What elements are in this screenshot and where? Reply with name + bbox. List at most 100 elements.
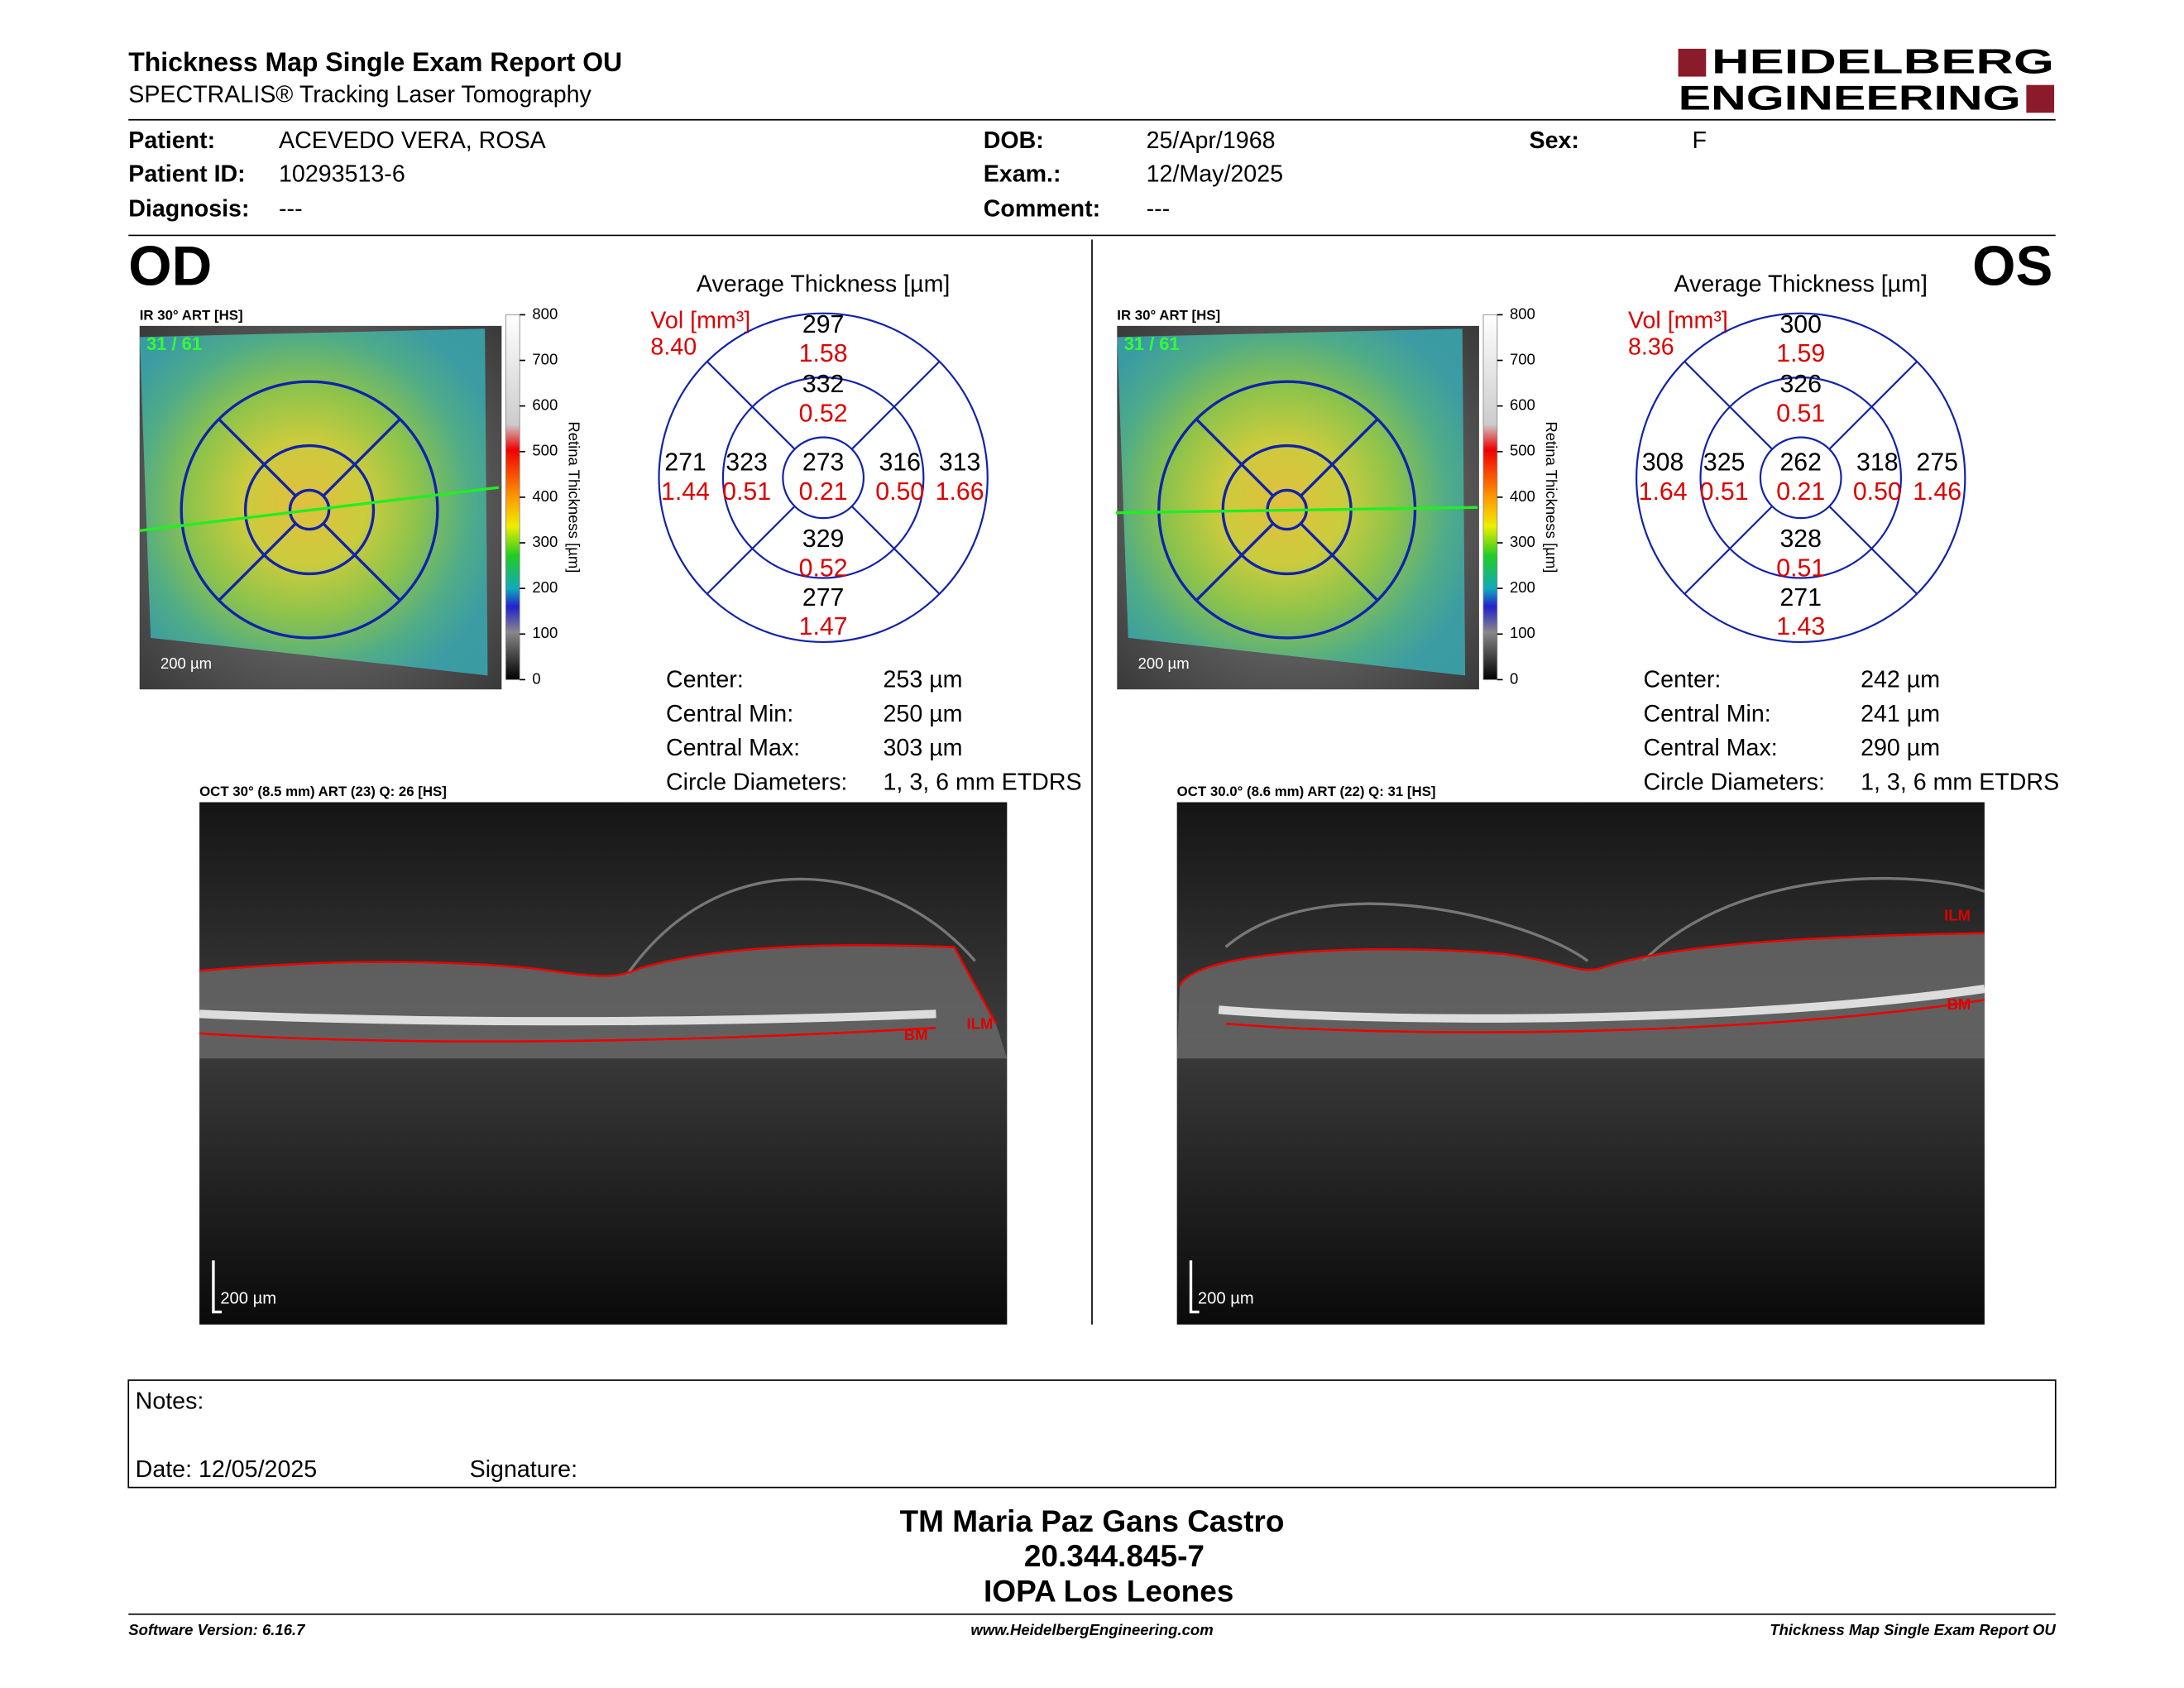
colorbar-label: 200 — [1510, 578, 1535, 596]
notes-box — [127, 1379, 2057, 1489]
sector-volume: 0.51 — [722, 478, 771, 506]
oct-scale-bar — [1189, 1260, 1200, 1314]
ir-title: IR 30° ART [HS] — [140, 308, 243, 324]
etdrs-spoke — [322, 522, 401, 602]
field-label: Sex: — [1530, 127, 1579, 154]
sector-thickness: 329 — [802, 525, 845, 553]
sector-volume: 0.21 — [1776, 478, 1825, 506]
oct-vitreous — [1224, 876, 1985, 962]
logo-mark — [1678, 48, 1707, 77]
colorbar-label: 0 — [1510, 669, 1518, 687]
colorbar-label: 300 — [1510, 533, 1535, 550]
etdrs-spoke — [218, 522, 297, 602]
ir-title: IR 30° ART [HS] — [1117, 308, 1220, 324]
sector-thickness: 325 — [1703, 448, 1746, 476]
ir-scale: 200 µm — [160, 655, 212, 672]
avg-title: Average Thickness [µm] — [697, 271, 950, 298]
sector-thickness: 271 — [664, 448, 706, 476]
field-value: 25/Apr/1968 — [1147, 127, 1276, 154]
sector-volume: 1.58 — [799, 340, 848, 367]
sector-thickness: 332 — [802, 371, 845, 398]
notes-date: Date: 12/05/2025 — [136, 1456, 318, 1483]
colorbar-label: 300 — [532, 533, 558, 550]
stat-value: 242 µm — [1861, 667, 1940, 693]
oct-image — [1176, 802, 1985, 1325]
colorbar-title: Retina Thickness [µm] — [565, 421, 582, 573]
field-label: Diagnosis: — [128, 196, 249, 223]
colorbar-label: 700 — [1510, 350, 1535, 367]
etdrs-ring — [243, 444, 376, 576]
field-label: Comment: — [984, 196, 1100, 223]
field-value: --- — [279, 196, 303, 223]
oct-scale-bar — [212, 1260, 223, 1314]
sector-volume: 1.47 — [799, 613, 848, 640]
sector-volume: 1.44 — [661, 478, 710, 506]
logo-mark — [2026, 84, 2055, 113]
etdrs-spoke — [1300, 418, 1379, 497]
field-value: 10293513-6 — [279, 161, 405, 188]
colorbar-label: 0 — [532, 669, 540, 687]
ir-scale: 200 µm — [1138, 655, 1190, 672]
etdrs-spoke — [1195, 522, 1275, 602]
vol-label: Vol [mm³] — [1628, 307, 1728, 333]
sector-volume: 0.50 — [1853, 478, 1902, 506]
notes-signature: Signature: — [470, 1456, 577, 1483]
stat-value: 1, 3, 6 mm ETDRS — [884, 769, 1082, 795]
stat-label: Circle Diameters: — [1644, 769, 1825, 795]
stat-value: 1, 3, 6 mm ETDRS — [1861, 769, 2059, 795]
etdrs-spoke — [1195, 418, 1275, 497]
vol-label: Vol [mm³] — [650, 307, 750, 333]
field-value: ACEVEDO VERA, ROSA — [279, 127, 547, 154]
eye-label: OD — [128, 235, 212, 297]
bm-line — [1225, 999, 1985, 1033]
etdrs-spoke — [850, 361, 941, 450]
sector-volume: 1.66 — [936, 478, 984, 506]
stat-value: 253 µm — [884, 667, 963, 693]
oct-vitreous — [625, 877, 976, 976]
signer-institution: IOPA Los Leones — [984, 1573, 1233, 1608]
etdrs-spoke — [1684, 361, 1773, 450]
oct-retina — [199, 945, 1008, 1059]
sector-volume: 0.21 — [799, 478, 848, 506]
sector-thickness: 275 — [1916, 448, 1958, 476]
field-label: Exam.: — [984, 161, 1061, 188]
sector-thickness: 262 — [1779, 448, 1822, 476]
field-label: Patient: — [128, 127, 215, 154]
etdrs-spoke — [218, 418, 297, 497]
sector-volume: 1.46 — [1913, 478, 1961, 506]
colorbar-label: 400 — [1510, 487, 1535, 505]
sector-thickness: 277 — [802, 584, 845, 611]
sector-thickness: 323 — [726, 448, 768, 476]
colorbar-label: 800 — [1510, 305, 1535, 322]
etdrs-spoke — [1828, 361, 1918, 450]
sector-thickness: 300 — [1779, 311, 1822, 338]
stat-label: Center: — [1644, 667, 1722, 693]
etdrs-ring — [1699, 376, 1903, 579]
sector-thickness: 318 — [1856, 448, 1899, 476]
footer-right: Thickness Map Single Exam Report OU — [1770, 1621, 2056, 1638]
sector-volume: 0.50 — [875, 478, 924, 506]
etdrs-ring — [721, 376, 925, 579]
colorbar-label: 600 — [532, 396, 558, 414]
frame-counter: 31 / 61 — [146, 333, 202, 354]
logo-text: HEIDELBERG — [1712, 42, 2054, 81]
report-subtitle: SPECTRALIS® Tracking Laser Tomography — [128, 82, 592, 108]
etdrs-ring — [782, 436, 865, 520]
signer-name: TM Maria Paz Gans Castro — [900, 1503, 1285, 1538]
sector-volume: 0.51 — [1776, 554, 1825, 582]
bm-label: BM — [1947, 995, 1971, 1013]
etdrs-ring — [1636, 312, 1966, 644]
field-value: F — [1692, 127, 1706, 154]
etdrs-spoke — [706, 361, 796, 450]
etdrs-spoke — [322, 418, 401, 497]
stat-label: Central Min: — [1644, 701, 1771, 727]
field-label: DOB: — [984, 127, 1044, 154]
colorbar-label: 700 — [532, 350, 558, 367]
ilm-label: ILM — [967, 1015, 994, 1033]
sector-thickness: 297 — [802, 311, 845, 338]
colorbar-label: 400 — [532, 487, 558, 505]
sector-volume: 1.64 — [1639, 478, 1688, 506]
sector-thickness: 316 — [879, 448, 921, 476]
stat-value: 250 µm — [884, 701, 963, 727]
